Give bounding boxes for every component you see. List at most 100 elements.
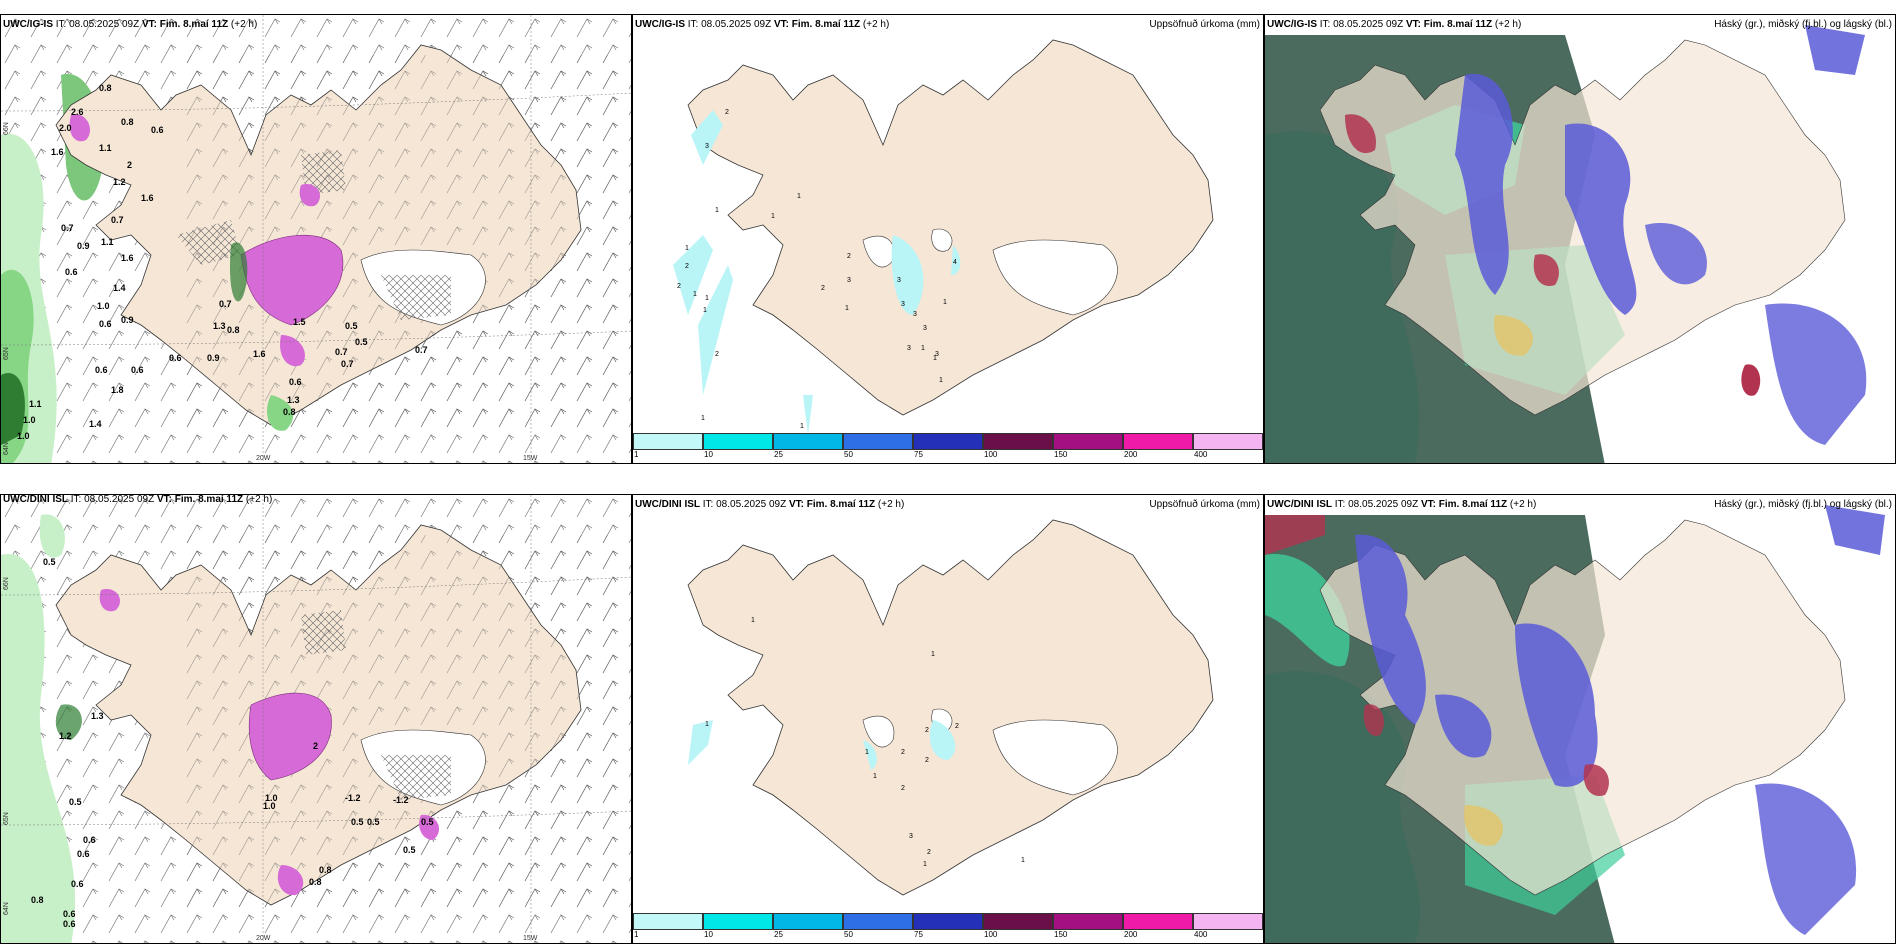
wind-value: 1.8 [111, 385, 124, 395]
colorbar-tick: 400 [1194, 450, 1208, 459]
wind-value: 0.6 [289, 377, 302, 387]
wind-value: 0.6 [169, 353, 182, 363]
vt-label: VT: [141, 19, 157, 30]
wind-value: 1.0 [263, 801, 276, 811]
vt-value: Fim. 8.maí 11Z [791, 19, 861, 30]
vt-label: VT: [773, 19, 789, 30]
wind-value: 0.6 [77, 849, 90, 859]
precip-value: 1 [933, 355, 937, 362]
it-value: 08.05.2025 09Z [716, 499, 787, 510]
precip-value: 2 [715, 351, 719, 358]
wind-value: 0.6 [71, 879, 84, 889]
wind-value: 1.0 [265, 793, 278, 803]
precip-map-panel-row1[interactable]: UWC/IG-IS IT: 08.05.2025 09Z VT: Fim. 8.… [632, 14, 1264, 464]
wind-value: 0.5 [355, 337, 368, 347]
precip-value: 2 [677, 283, 681, 290]
precip-value: 1 [797, 193, 801, 200]
precip-colorbar: 1 10 25 50 75 100 150 200 400 [633, 913, 1263, 939]
wind-value: 0.6 [63, 919, 76, 929]
it-prefix: IT: [687, 19, 699, 30]
colorbar-swatch [1053, 913, 1123, 930]
cloud-map-row2 [1265, 495, 1895, 943]
model-name: UWC/DINI ISL [3, 494, 68, 505]
wind-value: 1.5 [293, 317, 306, 327]
colorbar-swatch [773, 433, 843, 450]
precip-map-row2 [633, 495, 1263, 943]
colorbar-tick: 1 [634, 930, 639, 939]
wind-value: 0.9 [121, 315, 134, 325]
wind-value: 1.4 [89, 419, 102, 429]
vt-value: Fim. 8.maí 11Z [1438, 499, 1508, 510]
precip-value: 1 [845, 305, 849, 312]
precip-value: 3 [907, 345, 911, 352]
wind-map-panel-row1[interactable]: UWC/IG-IS IT: 08.05.2025 09Z VT: Fim. 8.… [0, 14, 632, 464]
precip-value: 2 [925, 757, 929, 764]
panel-header: UWC/IG-IS IT: 08.05.2025 09Z VT: Fim. 8.… [635, 19, 889, 30]
precip-value: 1 [931, 651, 935, 658]
wind-value: 0.8 [31, 895, 44, 905]
wind-value: 0.8 [99, 83, 112, 93]
colorbar-tick: 200 [1124, 930, 1138, 939]
precip-value: 2 [901, 785, 905, 792]
lead-time: (+2 h) [230, 19, 258, 30]
colorbar-tick: 50 [844, 930, 853, 939]
colorbar-tick: 75 [914, 450, 923, 459]
lead-time: (+2 h) [1509, 499, 1537, 510]
model-name: UWC/DINI ISL [635, 499, 700, 510]
cloud-map-panel-row2[interactable]: UWC/DINI ISL IT: 08.05.2025 09Z VT: Fim.… [1264, 494, 1896, 944]
panel-header: UWC/IG-IS IT: 08.05.2025 09Z VT: Fim. 8.… [3, 19, 257, 30]
precip-value: 2 [927, 849, 931, 856]
model-name: UWC/IG-IS [1267, 19, 1317, 30]
precip-value: 1 [685, 245, 689, 252]
precip-value: 1 [705, 295, 709, 302]
wind-value: 0.5 [421, 817, 434, 827]
colorbar-swatch [703, 433, 773, 450]
precip-map-panel-row2[interactable]: UWC/DINI ISL IT: 08.05.2025 09Z VT: Fim.… [632, 494, 1264, 944]
precip-value: 1 [939, 377, 943, 384]
it-prefix: IT: [1319, 19, 1331, 30]
colorbar-tick: 75 [914, 930, 923, 939]
wind-value: 2.0 [59, 123, 72, 133]
wind-value: 0.6 [151, 125, 164, 135]
colorbar-swatch [1193, 433, 1263, 450]
colorbar-swatch [773, 913, 843, 930]
precip-value: 2 [821, 285, 825, 292]
colorbar-tick: 25 [774, 450, 783, 459]
wind-value: 0.5 [69, 797, 82, 807]
wind-value: 0.9 [77, 241, 90, 251]
colorbar-swatch [1123, 433, 1193, 450]
wind-map-panel-row2[interactable]: UWC/DINI ISL IT: 08.05.2025 09Z VT: Fim.… [0, 494, 632, 944]
wind-value: 0.5 [367, 817, 380, 827]
precip-value: 1 [873, 773, 877, 780]
wind-value: 0.6 [63, 909, 76, 919]
cloud-map-panel-row1[interactable]: UWC/IG-IS IT: 08.05.2025 09Z VT: Fim. 8.… [1264, 14, 1896, 464]
wind-value: 2.6 [71, 107, 84, 117]
precip-colorbar: 1 10 25 50 75 100 150 200 400 [633, 433, 1263, 459]
precip-value: 2 [685, 263, 689, 270]
wind-value: 1.6 [121, 253, 134, 263]
colorbar-tick: 10 [704, 450, 713, 459]
wind-value: 0.8 [227, 325, 240, 335]
wind-value: 0.9 [207, 353, 220, 363]
wind-value: 1.6 [253, 349, 266, 359]
wind-value: 0.6 [83, 835, 96, 845]
colorbar-swatch [843, 913, 913, 930]
wind-value: 1.3 [287, 395, 300, 405]
it-value: 08.05.2025 09Z [84, 494, 155, 505]
precip-value: 1 [800, 423, 804, 430]
lat-label: 64N [3, 442, 10, 455]
vt-label: VT: [1405, 19, 1421, 30]
precip-value: 3 [705, 143, 709, 150]
wind-value: 1.4 [113, 283, 126, 293]
wind-value: 0.8 [309, 877, 322, 887]
colorbar-swatch [913, 913, 983, 930]
precip-value: 1 [715, 207, 719, 214]
precip-value: 1 [705, 721, 709, 728]
precip-value: 2 [901, 749, 905, 756]
colorbar-tick: 400 [1194, 930, 1208, 939]
vt-label: VT: [1420, 499, 1436, 510]
lat-label: 64N [3, 902, 10, 915]
wind-value: 0.5 [345, 321, 358, 331]
precip-value: 3 [923, 325, 927, 332]
model-name: UWC/IG-IS [3, 19, 53, 30]
